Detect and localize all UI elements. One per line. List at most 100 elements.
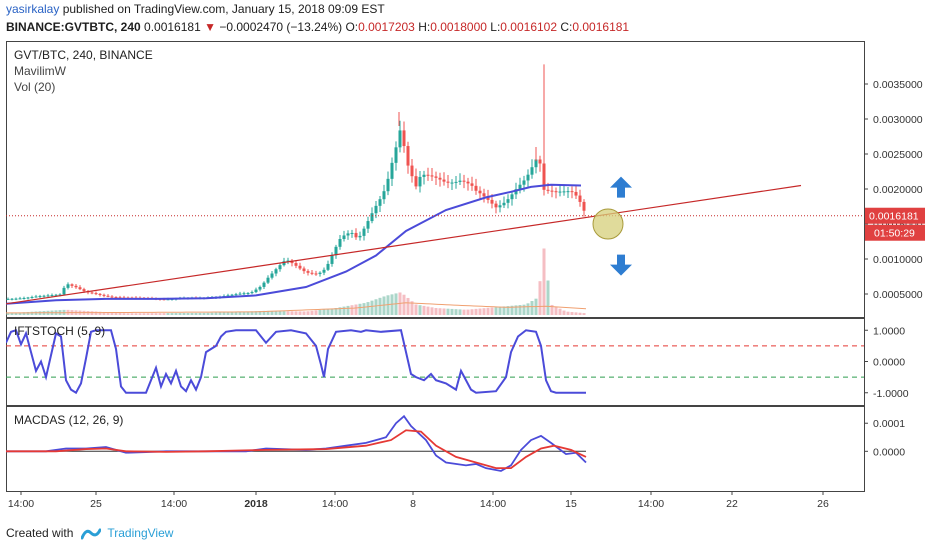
volume-bar <box>462 309 466 315</box>
volume-bar <box>106 312 110 315</box>
volume-bar <box>182 312 186 315</box>
volume-bar <box>114 312 118 315</box>
volume-bar <box>242 311 246 315</box>
candle-body <box>258 286 262 290</box>
volume-bar <box>202 312 206 315</box>
candle-body <box>234 294 238 296</box>
x-tick-label: 14:00 <box>161 498 187 510</box>
volume-bar <box>350 305 354 315</box>
volume-bar <box>14 312 18 315</box>
candle-body <box>66 284 70 288</box>
volume-bar <box>306 311 310 315</box>
candle-body <box>510 194 514 200</box>
candle-body <box>10 298 14 300</box>
candle-body <box>50 295 54 297</box>
volume-bar <box>362 303 366 315</box>
candle-body <box>426 174 430 176</box>
candle-body <box>438 177 442 180</box>
volume-bar <box>526 303 530 315</box>
volume-bar <box>298 311 302 315</box>
tradingview-brand[interactable]: TradingView <box>107 526 174 540</box>
volume-bar <box>186 312 190 315</box>
volume-bar <box>238 311 242 315</box>
volume-bar <box>150 313 154 315</box>
volume-bar <box>118 312 122 315</box>
volume-bar <box>354 304 358 315</box>
candle-body <box>574 191 578 196</box>
candle-body <box>166 299 170 301</box>
volume-bar <box>222 312 226 315</box>
candle-body <box>494 203 498 208</box>
volume-bar <box>446 308 450 315</box>
candle-body <box>446 181 450 183</box>
candle-body <box>410 165 414 177</box>
volume-bar <box>370 300 374 315</box>
volume-bar <box>26 311 30 315</box>
volume-bar <box>10 312 14 315</box>
high-label: H: <box>418 20 431 34</box>
candle-body <box>578 195 582 202</box>
publisher-link[interactable]: yasirkalay <box>6 2 60 16</box>
stoch-tick-label: 0.0000 <box>873 357 905 369</box>
candle-body <box>102 294 106 296</box>
candle-body <box>74 285 78 288</box>
volume-bar <box>454 309 458 315</box>
candle-body <box>330 255 334 264</box>
legend-title: GVT/BTC, 240, BINANCE <box>14 48 153 62</box>
candle-body <box>414 176 418 187</box>
candle-body <box>474 185 478 191</box>
candle-body <box>442 179 446 182</box>
candle-body <box>254 289 258 293</box>
candle-body <box>54 294 58 296</box>
candle-body <box>314 273 318 275</box>
volume-bar <box>342 306 346 315</box>
volume-bar <box>94 311 98 315</box>
volume-bar <box>310 310 314 315</box>
volume-bar <box>554 306 558 315</box>
price-tag-value: 0.0016181 <box>869 211 919 223</box>
chart-svg[interactable]: 0.00050000.00100000.00150000.00200000.00… <box>5 41 926 521</box>
candle-body <box>486 196 490 200</box>
price-tick-label: 0.0035000 <box>873 79 923 91</box>
ohlc-line: BINANCE:GVTBTC, 240 0.0016181 ▼ −0.00024… <box>6 20 629 34</box>
candle-body <box>6 298 10 300</box>
chart-container[interactable]: 0.00050000.00100000.00150000.00200000.00… <box>5 41 926 521</box>
candle-body <box>270 273 274 278</box>
candle-body <box>366 221 370 229</box>
volume-bar <box>326 308 330 315</box>
candle-body <box>78 287 82 290</box>
volume-ma-line <box>5 302 587 314</box>
volume-bar <box>358 303 362 315</box>
candle-body <box>390 162 394 179</box>
volume-bar <box>538 281 542 315</box>
candle-body <box>106 295 110 297</box>
volume-bar <box>198 312 202 315</box>
volume-bar <box>258 311 262 315</box>
tradingview-logo-icon <box>81 528 102 540</box>
price-tick-label: 0.0020000 <box>873 184 923 196</box>
volume-bar <box>566 311 570 315</box>
volume-bar <box>422 305 426 315</box>
macd-tick-label: 0.0000 <box>873 446 905 458</box>
x-tick-label: 14:00 <box>8 498 34 510</box>
candle-body <box>70 284 74 286</box>
volume-bar <box>318 309 322 315</box>
candle-body <box>294 263 298 266</box>
volume-bar <box>494 307 498 315</box>
volume-bar <box>6 313 10 315</box>
candle-body <box>506 199 510 203</box>
volume-bar <box>438 308 442 315</box>
candle-body <box>246 292 250 294</box>
candle-body <box>262 282 266 287</box>
volume-bar <box>378 297 382 315</box>
volume-bar <box>286 311 290 315</box>
volume-bar <box>270 310 274 315</box>
candle-body <box>110 296 114 298</box>
macd-signal-line <box>6 429 587 470</box>
candle-body <box>58 294 62 296</box>
candle-body <box>566 191 570 193</box>
candle-body <box>94 293 98 295</box>
candle-body <box>346 233 350 236</box>
volume-bar <box>234 311 238 315</box>
candle-body <box>250 292 254 294</box>
